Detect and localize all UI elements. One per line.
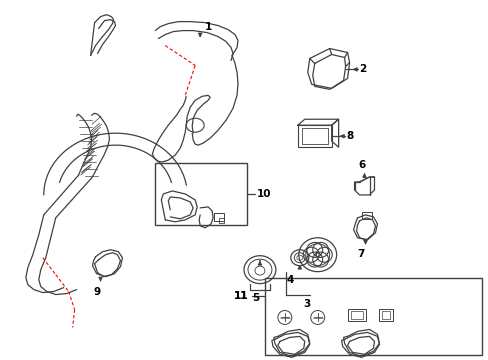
Bar xyxy=(379,310,393,321)
Text: 11: 11 xyxy=(233,291,247,301)
Text: 6: 6 xyxy=(357,160,365,170)
Text: 11: 11 xyxy=(233,291,247,301)
Text: 10: 10 xyxy=(256,189,271,199)
Bar xyxy=(214,213,224,221)
Bar xyxy=(297,125,331,147)
Bar xyxy=(350,311,362,319)
Bar xyxy=(301,128,327,144)
Text: 5: 5 xyxy=(252,293,259,302)
Text: 2: 2 xyxy=(359,64,366,75)
Bar xyxy=(347,310,365,321)
Text: 1: 1 xyxy=(205,22,212,32)
Bar xyxy=(382,311,389,319)
Text: 9: 9 xyxy=(93,287,100,297)
Bar xyxy=(361,212,371,219)
Bar xyxy=(264,278,481,355)
Bar xyxy=(155,163,246,225)
Text: 3: 3 xyxy=(303,298,310,309)
Bar xyxy=(219,218,224,223)
Text: 4: 4 xyxy=(285,275,293,285)
Text: 8: 8 xyxy=(346,131,353,141)
Text: 7: 7 xyxy=(356,249,364,259)
